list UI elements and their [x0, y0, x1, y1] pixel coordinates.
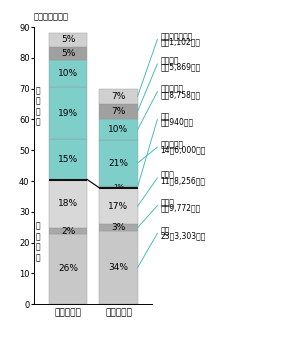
Text: １億9,772万円: １億9,772万円: [160, 204, 200, 213]
Text: 15%: 15%: [58, 155, 78, 164]
Text: 3%: 3%: [111, 223, 126, 232]
Text: 自
主
財
源: 自 主 財 源: [35, 222, 40, 262]
Text: 2%: 2%: [61, 226, 75, 236]
Text: 19%: 19%: [58, 108, 78, 118]
Bar: [99, 186, 138, 188]
Bar: [49, 179, 87, 228]
Text: 地方交付税: 地方交付税: [160, 140, 183, 149]
Text: 依
存
財
源: 依 存 財 源: [35, 86, 40, 126]
Text: 11億8,256万円: 11億8,256万円: [160, 176, 205, 185]
Text: 諸収入: 諸収入: [160, 198, 174, 208]
Bar: [49, 33, 87, 47]
Text: 23億3,303万円: 23億3,303万円: [160, 232, 205, 241]
Text: 譲与税・交付金: 譲与税・交付金: [160, 32, 192, 41]
Bar: [99, 89, 138, 104]
Text: 国庫支出金: 国庫支出金: [160, 84, 183, 94]
Text: ５億1,102万円: ５億1,102万円: [160, 38, 200, 47]
Bar: [49, 234, 87, 304]
Bar: [99, 104, 138, 119]
Text: 10%: 10%: [108, 125, 128, 134]
Bar: [49, 88, 87, 139]
Bar: [49, 47, 87, 60]
Text: 18%: 18%: [58, 199, 78, 209]
Text: １億940万円: １億940万円: [160, 118, 193, 127]
Text: ４億5,869万円: ４億5,869万円: [160, 62, 200, 71]
Text: 5%: 5%: [61, 35, 75, 45]
Text: 34%: 34%: [108, 263, 128, 272]
Bar: [99, 224, 138, 231]
Text: 7%: 7%: [111, 92, 126, 101]
Text: 10%: 10%: [58, 69, 78, 78]
Text: 1%: 1%: [113, 184, 124, 190]
Text: 町債: 町債: [160, 112, 169, 121]
Bar: [49, 60, 87, 88]
Bar: [99, 119, 138, 140]
Text: 7%: 7%: [111, 107, 126, 116]
Text: 17%: 17%: [108, 201, 128, 211]
Text: 町税: 町税: [160, 226, 169, 235]
Text: 26%: 26%: [58, 264, 78, 273]
Text: 県支出金: 県支出金: [160, 57, 179, 66]
Bar: [99, 140, 138, 186]
Bar: [49, 228, 87, 234]
Text: （単位：億円）: （単位：億円）: [34, 12, 69, 21]
Bar: [99, 231, 138, 304]
Text: その他: その他: [160, 171, 174, 180]
Bar: [99, 188, 138, 224]
Text: 5%: 5%: [61, 49, 75, 58]
Bar: [49, 139, 87, 179]
Text: ６億8,758万円: ６億8,758万円: [160, 90, 200, 99]
Text: 21%: 21%: [108, 159, 128, 168]
Text: 14億6,000万円: 14億6,000万円: [160, 145, 205, 154]
